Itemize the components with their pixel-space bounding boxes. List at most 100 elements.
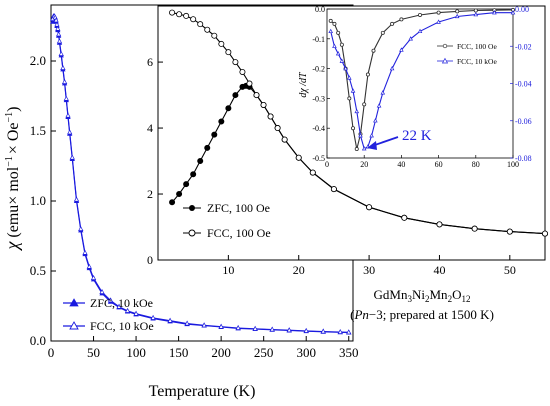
series-fcc-10koe-point (133, 310, 139, 316)
series-fcc-10koe-derivative-point (380, 90, 386, 95)
series-fcc-10koe-point (124, 307, 131, 313)
y-axis-label-sup1: −1 (4, 156, 15, 167)
series-fcc-10koe-point (63, 95, 69, 101)
series-fcc-10koe-point (55, 25, 61, 31)
legend-marker-open-triangle (441, 57, 449, 64)
series-fcc-100oe-point (232, 59, 239, 66)
series-fcc-100oe-point (253, 92, 260, 99)
inset-2-x-tick-label: 0 (325, 160, 329, 169)
series-fcc-10koe-derivative-point (389, 65, 395, 71)
peak-arrow-head (367, 141, 377, 150)
series-fcc-10koe-point (69, 154, 75, 160)
series-fcc-100oe-point (190, 16, 197, 23)
legend-label-fcc-10koe: FCC, 10 kOe (90, 319, 154, 333)
series-zfc-100oe-point (169, 199, 176, 206)
legend-item-fcc-100oe: FCC, 100 Oe (183, 226, 271, 240)
series-fcc-100oe-point (169, 9, 176, 16)
series-fcc-10koe-derivative-point (335, 51, 341, 56)
series-fcc-10koe-point (167, 317, 173, 323)
inset-1-y-tick-label: 2 (147, 187, 153, 201)
series-fcc-10koe-derivative-point (436, 19, 441, 24)
compound-annotation: GdMn3Ni2Mn2O12 (Pn−3; prepared at 1500 K… (350, 287, 494, 322)
series-fcc-100oe-point (239, 68, 246, 75)
inset-2-y-tick-label: -0.3 (312, 94, 325, 103)
series-fcc-10koe-derivative-point (328, 28, 334, 34)
inset-2-y2-tick-label: 0.00 (515, 5, 529, 14)
y-tick-label: 0.0 (30, 333, 46, 348)
series-fcc-10koe-derivative-point (343, 65, 348, 71)
series-fcc-100oe-derivative-point (332, 21, 337, 26)
series-fcc-10koe-point (337, 328, 343, 334)
inset-1-y-tick-label: 0 (147, 253, 153, 267)
inset-2-x-tick-label: 80 (472, 160, 480, 169)
series-fcc-10koe-point (60, 64, 66, 70)
legend-marker-filled-circle (189, 205, 195, 211)
series-fcc-10koe-point (107, 297, 114, 303)
series-fcc-10koe-derivative-point (358, 133, 363, 138)
series-fcc-100oe-point (330, 186, 337, 193)
series-zfc-10koe-point (50, 18, 56, 24)
inset-2-y2-tick-label: -0.04 (515, 80, 532, 89)
legend-label-zfc-10koe: ZFC, 10 kOe (90, 296, 153, 310)
inset-2-plot: 0 20 40 60 80 100 0.0 -0.1 -0.2 -0.3 -0.4 -0.5 0.00 -… (298, 5, 532, 169)
inset-2-y-tick-label: -0.4 (312, 124, 325, 133)
series-fcc-100oe-derivative-point (339, 42, 344, 47)
series-fcc-10koe-derivative-point (399, 47, 404, 52)
series-fcc-100oe-point (436, 221, 443, 228)
inset-1-x-tick-label: 20 (293, 263, 305, 277)
inset-2-y2-tick-label: -0.08 (515, 154, 532, 163)
legend-item-fcc-10koe-derivative: FCC, 10 kOe (437, 57, 497, 66)
series-fcc-100oe-point (211, 32, 218, 39)
inset-2-x-tick-label: 20 (360, 160, 368, 169)
series-fcc-10koe-point (53, 17, 59, 23)
series-fcc-100oe-point (542, 230, 549, 237)
series-fcc-10koe-point (201, 322, 207, 328)
series-fcc-10koe-point (82, 249, 88, 255)
series-fcc-100oe-point (204, 26, 211, 33)
x-tick-label: 150 (169, 345, 189, 360)
series-fcc-100oe-derivative-point (455, 9, 460, 14)
series-fcc-10koe-point (286, 327, 292, 333)
series-fcc-100oe-derivative-point (336, 30, 341, 35)
series-fcc-100oe-derivative-point (473, 8, 478, 13)
series-fcc-100oe-point (218, 40, 225, 47)
peak-annotation: 22 K (367, 128, 432, 150)
series-fcc-100oe-point (225, 49, 232, 56)
series-fcc-10koe-point (303, 327, 309, 333)
inset-1-legend: ZFC, 100 Oe FCC, 100 Oe (183, 201, 271, 240)
x-tick-label: 300 (296, 345, 316, 360)
legend-label-zfc-100oe: ZFC, 100 Oe (207, 201, 270, 215)
series-fcc-10koe-point (54, 21, 60, 27)
inset-2-legend: FCC, 100 Oe FCC, 10 kOe (437, 42, 497, 66)
series-zfc-100oe-point (190, 171, 197, 178)
x-tick-label: 250 (254, 345, 274, 360)
inset-1-x-tick-label: 10 (222, 263, 234, 277)
inset-2-y2-tick-label: -0.02 (515, 42, 532, 51)
inset-1-y-tick-label: 6 (147, 55, 153, 69)
series-zfc-100oe-point (183, 181, 190, 188)
series-fcc-10koe-point (56, 31, 62, 37)
series-fcc-10koe-derivative-point (350, 88, 356, 93)
y-tick-label: 2.0 (30, 53, 46, 68)
series-fcc-10koe-derivative-point (332, 43, 337, 48)
series-fcc-100oe-derivative-point (351, 126, 356, 131)
series-fcc-10koe-point (235, 324, 241, 330)
series-fcc-10koe-point (73, 196, 80, 202)
series-fcc-100oe-derivative-point (371, 48, 376, 53)
series-fcc-10koe-point (346, 329, 352, 335)
legend-item-fcc-100oe-derivative: FCC, 100 Oe (437, 42, 497, 51)
series-fcc-10koe-point (58, 50, 64, 56)
series-fcc-10koe-derivative-point (354, 108, 360, 114)
main-legend: ZFC, 10 kOe FCC, 10 kOe (63, 296, 154, 333)
compound-formula: GdMn3Ni2Mn2O12 (374, 287, 471, 304)
series-fcc-10koe-point (269, 326, 275, 332)
series-fcc-10koe-point (78, 225, 84, 231)
inset-1-axis-ticks: 10 20 30 40 50 0 2 4 6 (147, 55, 516, 277)
legend-marker-open-circle (442, 43, 448, 49)
series-fcc-10koe-point (90, 274, 97, 280)
series-fcc-10koe-point (320, 328, 326, 334)
series-fcc-100oe-derivative-point (399, 17, 404, 22)
legend-marker-open-circle (188, 229, 196, 237)
